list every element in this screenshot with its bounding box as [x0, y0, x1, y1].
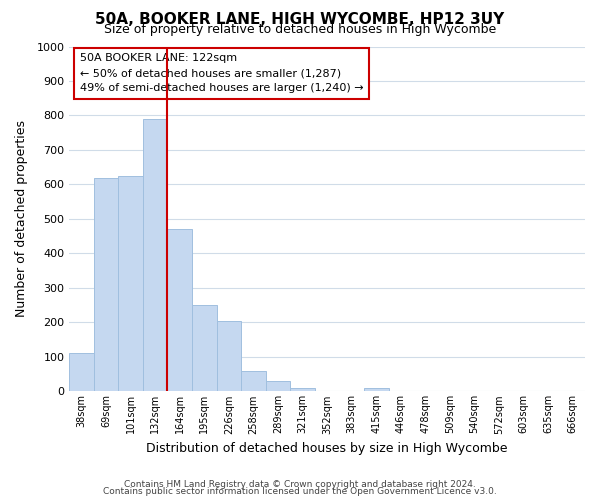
Text: Contains HM Land Registry data © Crown copyright and database right 2024.: Contains HM Land Registry data © Crown c… [124, 480, 476, 489]
Bar [118, 176, 143, 392]
Bar [290, 388, 315, 392]
Text: 50A, BOOKER LANE, HIGH WYCOMBE, HP12 3UY: 50A, BOOKER LANE, HIGH WYCOMBE, HP12 3UY [95, 12, 505, 28]
Bar [217, 320, 241, 392]
Bar [364, 388, 389, 392]
Text: 50A BOOKER LANE: 122sqm
← 50% of detached houses are smaller (1,287)
49% of semi: 50A BOOKER LANE: 122sqm ← 50% of detache… [80, 54, 363, 93]
Bar [167, 230, 192, 392]
Bar [192, 305, 217, 392]
Text: Contains public sector information licensed under the Open Government Licence v3: Contains public sector information licen… [103, 487, 497, 496]
Bar [143, 119, 167, 392]
Bar [69, 354, 94, 392]
Text: Size of property relative to detached houses in High Wycombe: Size of property relative to detached ho… [104, 22, 496, 36]
Bar [241, 370, 266, 392]
Bar [266, 381, 290, 392]
Bar [94, 178, 118, 392]
Y-axis label: Number of detached properties: Number of detached properties [15, 120, 28, 318]
X-axis label: Distribution of detached houses by size in High Wycombe: Distribution of detached houses by size … [146, 442, 508, 455]
